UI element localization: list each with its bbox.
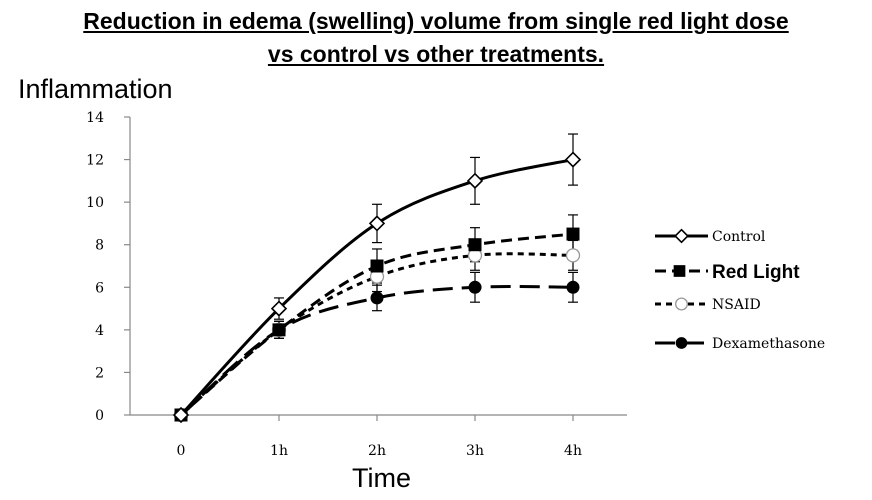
- y-tick-label: 4: [95, 323, 104, 339]
- point-nsaid: [565, 248, 581, 263]
- point-control: [270, 300, 288, 317]
- x-tick-label: 2h: [368, 443, 386, 459]
- legend-marker-dexamethasone: [675, 337, 688, 349]
- point-control: [564, 151, 582, 168]
- x-tick-label: 4h: [564, 443, 582, 459]
- y-tick-label: 12: [86, 153, 104, 169]
- chart-title-line-1: Reduction in edema (swelling) volume fro…: [83, 8, 789, 34]
- y-tick-label: 0: [95, 408, 104, 424]
- y-axis-label: Inflammation: [18, 74, 173, 104]
- legend-label-red-light: Red Light: [712, 262, 800, 283]
- x-tick-label: 1h: [270, 443, 288, 459]
- y-tick-label: 10: [86, 195, 104, 211]
- x-tick-label: 0: [177, 443, 186, 459]
- point-control: [466, 172, 484, 189]
- point-dexamethasone: [468, 280, 482, 294]
- legend-label-nsaid: NSAID: [712, 297, 761, 313]
- series-line-nsaid: [180, 252, 574, 417]
- x-tick-label: 3h: [466, 443, 484, 459]
- y-tick-label: 2: [95, 365, 104, 381]
- legend-marker-control: [674, 228, 689, 244]
- y-tick-label: 14: [86, 110, 104, 126]
- point-control: [368, 215, 386, 232]
- point-red-light: [272, 323, 286, 337]
- point-dexamethasone: [370, 291, 384, 305]
- point-red-light: [468, 238, 482, 252]
- point-red-light: [370, 259, 384, 273]
- legend-label-control: Control: [712, 229, 766, 245]
- chart-title-line-2: vs control vs other treatments.: [267, 41, 605, 67]
- point-red-light: [566, 227, 580, 241]
- point-dexamethasone: [566, 280, 580, 294]
- legend-label-dexamethasone: Dexamethasone: [712, 336, 825, 352]
- y-tick-label: 6: [95, 280, 104, 296]
- series-line-dexamethasone: [180, 285, 574, 417]
- legend-marker-nsaid: [675, 297, 689, 311]
- x-axis-label: Time: [352, 463, 411, 493]
- y-tick-label: 8: [95, 238, 104, 254]
- point-control: [172, 406, 190, 424]
- legend-marker-red-light: [673, 265, 686, 277]
